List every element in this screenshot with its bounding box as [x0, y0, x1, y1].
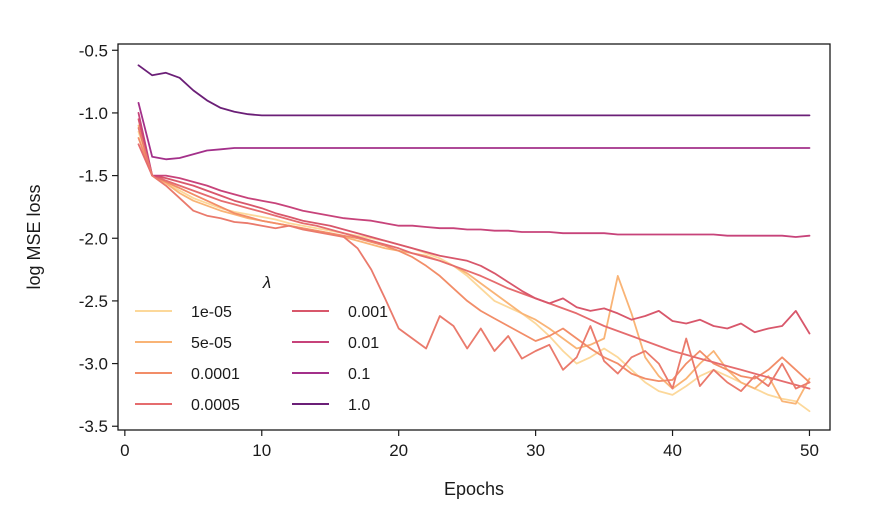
legend-label: 0.01 — [348, 335, 379, 352]
y-tick-label: -1.5 — [79, 167, 108, 186]
x-tick-label: 40 — [663, 441, 682, 460]
y-axis-label: log MSE loss — [24, 184, 44, 289]
legend-label: 0.1 — [348, 366, 370, 383]
x-tick-label: 50 — [800, 441, 819, 460]
axes: 0 10 20 30 40 50 -0.5 -1.0 -1.5 -2.0 -2.5 -3.0 -3.5 E… — [24, 41, 831, 499]
series-line-1 — [137, 124, 811, 405]
legend-label: 0.001 — [348, 304, 388, 321]
legend-label: 0.0005 — [191, 397, 240, 414]
y-tick-label: -1.0 — [79, 104, 108, 123]
x-tick-label: 0 — [120, 441, 129, 460]
x-tick-label: 30 — [526, 441, 545, 460]
legend-title: λ — [262, 273, 271, 292]
legend: λ 1e-05 5e-05 0.0001 0.0005 0.001 0.01 0.1 1.0 — [135, 273, 388, 414]
y-tick-label: -2.0 — [79, 229, 108, 248]
y-tick-label: -0.5 — [79, 41, 108, 60]
x-tick-label: 20 — [389, 441, 408, 460]
legend-label: 1.0 — [348, 397, 370, 414]
y-tick-label: -2.5 — [79, 292, 108, 311]
series-line-3 — [137, 143, 811, 390]
legend-label: 5e-05 — [191, 335, 232, 352]
y-tick-label: -3.5 — [79, 417, 108, 436]
y-tick-label: -3.0 — [79, 355, 108, 374]
legend-label: 1e-05 — [191, 304, 232, 321]
series-line-8 — [137, 127, 811, 393]
series-line-4 — [137, 118, 811, 335]
x-tick-label: 10 — [252, 441, 271, 460]
series-line-7 — [137, 64, 811, 117]
legend-label: 0.0001 — [191, 366, 240, 383]
series-line-6 — [137, 102, 811, 161]
plot-frame — [117, 43, 831, 431]
series-line-5 — [137, 112, 811, 238]
series-line-2 — [137, 137, 811, 384]
series-lines — [137, 64, 811, 413]
x-axis-label: Epochs — [444, 479, 504, 499]
